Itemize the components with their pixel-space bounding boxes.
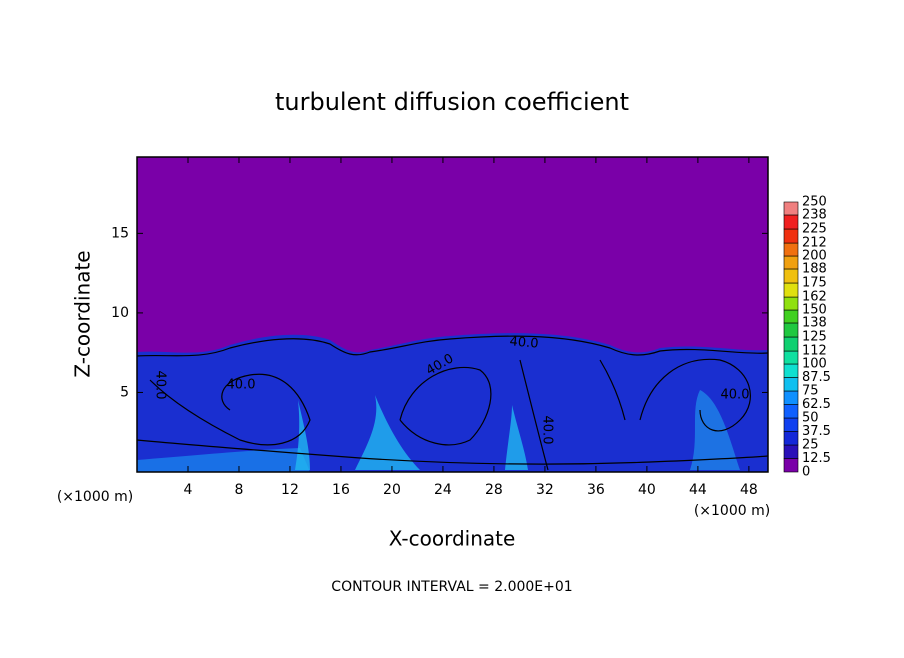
- contour-line: [149, 373, 311, 446]
- x-unit: (×1000 m): [694, 503, 770, 519]
- x-tick-label: 36: [587, 482, 605, 498]
- colorbar-label: 188: [802, 261, 827, 276]
- colorbar-label: 87.5: [802, 370, 831, 385]
- colorbar-cell: [783, 363, 799, 378]
- colorbar-cell: [783, 390, 799, 405]
- contour-line: [136, 335, 769, 357]
- y-axis-label: Z-coordinate: [71, 250, 95, 377]
- colorbar-label: 150: [802, 303, 827, 318]
- field-streak: [505, 405, 528, 470]
- colorbar-cell: [783, 296, 799, 311]
- chart-title: turbulent diffusion coefficient: [275, 88, 629, 116]
- x-tick-label: 16: [332, 482, 350, 498]
- colorbar-label: 62.5: [802, 397, 831, 412]
- field-streak: [355, 395, 420, 470]
- colorbar-cell: [783, 255, 799, 270]
- colorbar-cell: [783, 350, 799, 365]
- colorbar-cell: [783, 268, 799, 284]
- x-tick-label: 32: [536, 482, 554, 498]
- colorbar-label: 138: [802, 315, 827, 330]
- footnote: CONTOUR INTERVAL = 2.000E+01: [331, 579, 572, 595]
- colorbar-label: 37.5: [802, 424, 831, 439]
- contour-label: 40.0: [153, 371, 168, 400]
- y-tick-label: 5: [120, 384, 129, 400]
- x-unit: (×1000 m): [57, 489, 133, 505]
- field-streak: [295, 400, 310, 470]
- x-tick-label: 20: [383, 482, 401, 498]
- y-tick-label: 15: [111, 225, 129, 241]
- colorbar-cell: [783, 309, 799, 324]
- x-tick-label: 8: [235, 482, 244, 498]
- colorbar-label: 250: [802, 195, 827, 210]
- colorbar-cell: [783, 404, 799, 419]
- colorbar-cell: [783, 458, 799, 473]
- colorbar-label: 50: [802, 411, 819, 426]
- x-tick-label: 28: [485, 482, 503, 498]
- colorbar-label: 212: [802, 236, 827, 251]
- colorbar-label: 12.5: [802, 451, 831, 466]
- colorbar-cell: [783, 444, 799, 459]
- colorbar-cell: [783, 322, 799, 338]
- contour-label: 40.0: [509, 334, 539, 351]
- colorbar-label: 100: [802, 357, 827, 372]
- contour-line: [639, 358, 751, 432]
- x-tick-label: 44: [689, 482, 707, 498]
- y-tick-label: 10: [111, 305, 129, 321]
- colorbar-label: 112: [802, 344, 827, 359]
- colorbar-label: 125: [802, 330, 827, 345]
- colorbar-label: 175: [802, 276, 827, 291]
- contour-line: [519, 359, 549, 471]
- x-tick-label: 48: [740, 482, 758, 498]
- colorbar-label: 25: [802, 438, 819, 453]
- contour-label: 40.0: [721, 388, 750, 403]
- plot-frame: [136, 156, 769, 473]
- x-tick-label: 40: [638, 482, 656, 498]
- colorbar-cell: [783, 431, 799, 446]
- field-streak: [690, 390, 740, 470]
- colorbar-cell: [783, 214, 799, 230]
- contour-line: [599, 359, 626, 421]
- contour-line: [399, 366, 492, 446]
- x-tick-label: 12: [281, 482, 299, 498]
- colorbar-cell: [783, 336, 799, 352]
- plot-area: [136, 156, 769, 473]
- colorbar-cell: [783, 377, 799, 392]
- x-axis-label: X-coordinate: [389, 527, 516, 551]
- contour-label: 40.0: [540, 416, 555, 445]
- x-tick-label: 4: [184, 482, 193, 498]
- colorbar-label: 200: [802, 249, 827, 264]
- colorbar-label: 75: [802, 384, 819, 399]
- colorbar-cell: [783, 242, 799, 257]
- colorbar-cell: [783, 417, 799, 432]
- colorbar-cell: [783, 282, 799, 298]
- colorbar-cell: [783, 201, 799, 216]
- field-region: [137, 333, 768, 472]
- colorbar-cell: [783, 228, 799, 244]
- x-tick-label: 24: [434, 482, 452, 498]
- colorbar-label: 238: [802, 207, 827, 222]
- field-streak: [137, 448, 310, 472]
- contour-line: [136, 439, 769, 465]
- colorbar-label: 0: [802, 465, 810, 480]
- contour-label: 40.0: [227, 378, 256, 393]
- colorbar-label: 162: [802, 290, 827, 305]
- colorbar-label: 225: [802, 222, 827, 237]
